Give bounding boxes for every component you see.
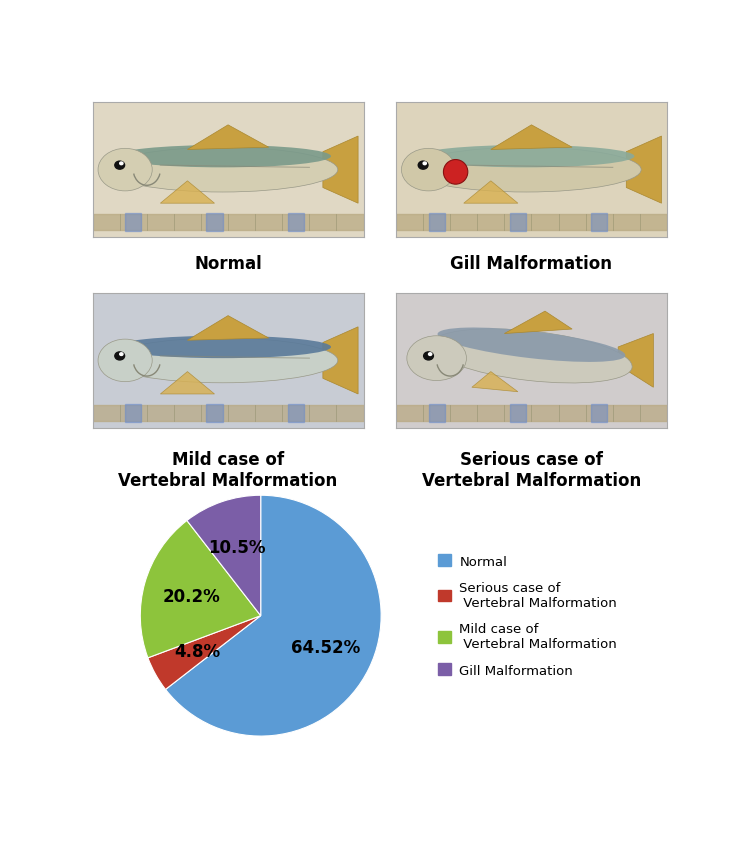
Wedge shape <box>148 616 261 690</box>
Polygon shape <box>464 182 518 204</box>
Bar <box>288 214 304 232</box>
Wedge shape <box>187 496 261 616</box>
Text: 64.52%: 64.52% <box>291 639 360 657</box>
Circle shape <box>424 352 433 361</box>
Bar <box>93 406 364 421</box>
Circle shape <box>120 163 123 165</box>
Text: 20.2%: 20.2% <box>162 587 220 605</box>
Wedge shape <box>140 521 261 658</box>
Bar <box>396 215 667 231</box>
Circle shape <box>120 353 123 356</box>
Ellipse shape <box>411 148 641 193</box>
Bar <box>93 294 364 406</box>
Ellipse shape <box>443 160 468 185</box>
Bar <box>591 214 608 232</box>
Bar <box>591 405 608 423</box>
Polygon shape <box>160 372 215 394</box>
Text: 4.8%: 4.8% <box>175 642 221 660</box>
Ellipse shape <box>418 146 634 168</box>
Polygon shape <box>626 137 662 204</box>
Polygon shape <box>618 334 654 387</box>
Text: Mild case of
Vertebral Malformation: Mild case of Vertebral Malformation <box>119 451 338 490</box>
Wedge shape <box>165 496 381 736</box>
Ellipse shape <box>98 340 152 382</box>
Polygon shape <box>505 312 572 334</box>
Polygon shape <box>323 137 358 204</box>
Polygon shape <box>323 327 358 394</box>
Circle shape <box>418 162 428 170</box>
Ellipse shape <box>114 146 331 168</box>
Bar <box>428 405 445 423</box>
Bar <box>125 405 142 423</box>
Circle shape <box>423 163 426 165</box>
Bar <box>93 215 364 231</box>
Text: Normal: Normal <box>194 255 262 273</box>
Ellipse shape <box>402 149 456 192</box>
Polygon shape <box>491 126 572 151</box>
Ellipse shape <box>114 337 331 359</box>
Text: 10.5%: 10.5% <box>208 539 266 557</box>
Bar <box>396 294 667 406</box>
Bar <box>510 214 526 232</box>
Ellipse shape <box>437 328 625 362</box>
Text: Serious case of
Vertebral Malformation: Serious case of Vertebral Malformation <box>422 451 641 490</box>
Ellipse shape <box>98 149 152 192</box>
Bar <box>207 405 222 423</box>
Polygon shape <box>472 372 518 393</box>
Ellipse shape <box>407 337 466 381</box>
Bar <box>396 406 667 421</box>
Ellipse shape <box>107 338 338 383</box>
Bar <box>125 214 142 232</box>
Bar <box>396 103 667 215</box>
Polygon shape <box>187 126 269 151</box>
Bar <box>510 405 526 423</box>
Polygon shape <box>160 182 215 204</box>
Bar <box>428 214 445 232</box>
Polygon shape <box>187 316 269 341</box>
Circle shape <box>428 353 432 356</box>
Bar <box>288 405 304 423</box>
Circle shape <box>115 162 124 170</box>
Text: Gill Malformation: Gill Malformation <box>451 255 613 273</box>
Circle shape <box>115 352 124 361</box>
Ellipse shape <box>107 148 338 193</box>
Bar <box>93 103 364 215</box>
Legend: Normal, Serious case of
 Vertebral Malformation, Mild case of
 Vertebral Malform: Normal, Serious case of Vertebral Malfor… <box>438 554 617 677</box>
Bar <box>207 214 222 232</box>
Ellipse shape <box>431 330 632 383</box>
